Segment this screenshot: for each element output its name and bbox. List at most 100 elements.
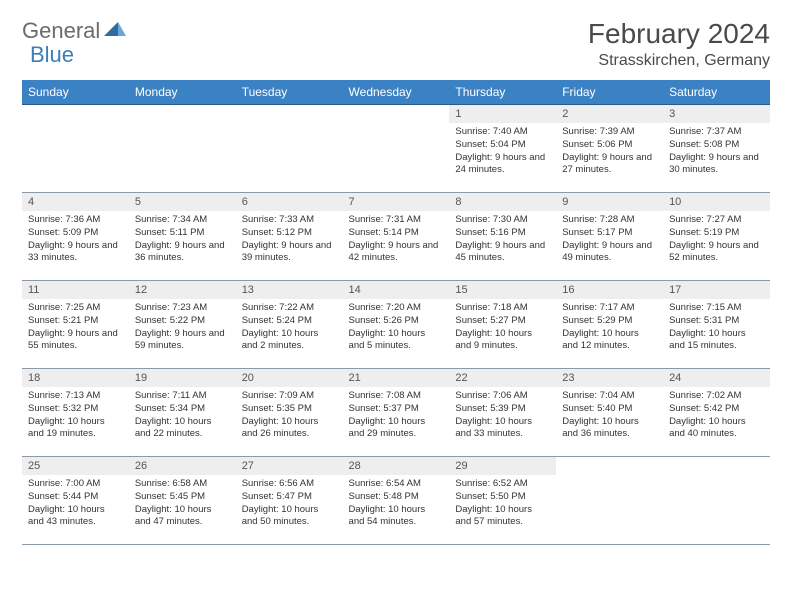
title-block: February 2024 Strasskirchen, Germany [588,18,770,70]
day-number: 4 [22,193,129,211]
day-details: Sunrise: 7:22 AMSunset: 5:24 PMDaylight:… [236,299,343,357]
calendar-week-row: 18Sunrise: 7:13 AMSunset: 5:32 PMDayligh… [22,369,770,457]
calendar-header-row: SundayMondayTuesdayWednesdayThursdayFrid… [22,80,770,105]
calendar-day-cell: 12Sunrise: 7:23 AMSunset: 5:22 PMDayligh… [129,281,236,369]
calendar-day-cell: 28Sunrise: 6:54 AMSunset: 5:48 PMDayligh… [343,457,450,545]
day-details: Sunrise: 7:00 AMSunset: 5:44 PMDaylight:… [22,475,129,533]
day-details: Sunrise: 7:40 AMSunset: 5:04 PMDaylight:… [449,123,556,181]
weekday-header: Thursday [449,80,556,105]
calendar-day-cell: 4Sunrise: 7:36 AMSunset: 5:09 PMDaylight… [22,193,129,281]
calendar-week-row: 11Sunrise: 7:25 AMSunset: 5:21 PMDayligh… [22,281,770,369]
day-details: Sunrise: 7:09 AMSunset: 5:35 PMDaylight:… [236,387,343,445]
triangle-icon [104,20,126,43]
calendar-day-cell: 15Sunrise: 7:18 AMSunset: 5:27 PMDayligh… [449,281,556,369]
calendar-week-row: 4Sunrise: 7:36 AMSunset: 5:09 PMDaylight… [22,193,770,281]
weekday-header: Monday [129,80,236,105]
calendar-body: ........1Sunrise: 7:40 AMSunset: 5:04 PM… [22,105,770,545]
calendar-day-cell: 14Sunrise: 7:20 AMSunset: 5:26 PMDayligh… [343,281,450,369]
calendar-day-cell: 26Sunrise: 6:58 AMSunset: 5:45 PMDayligh… [129,457,236,545]
header: General February 2024 Strasskirchen, Ger… [22,18,770,70]
calendar-table: SundayMondayTuesdayWednesdayThursdayFrid… [22,80,770,545]
calendar-day-cell: 22Sunrise: 7:06 AMSunset: 5:39 PMDayligh… [449,369,556,457]
day-details: Sunrise: 6:54 AMSunset: 5:48 PMDaylight:… [343,475,450,533]
calendar-day-cell: 9Sunrise: 7:28 AMSunset: 5:17 PMDaylight… [556,193,663,281]
day-details: Sunrise: 7:23 AMSunset: 5:22 PMDaylight:… [129,299,236,357]
calendar-day-cell: 13Sunrise: 7:22 AMSunset: 5:24 PMDayligh… [236,281,343,369]
day-details: Sunrise: 7:30 AMSunset: 5:16 PMDaylight:… [449,211,556,269]
day-details: Sunrise: 7:11 AMSunset: 5:34 PMDaylight:… [129,387,236,445]
day-details: Sunrise: 7:04 AMSunset: 5:40 PMDaylight:… [556,387,663,445]
calendar-day-cell: 2Sunrise: 7:39 AMSunset: 5:06 PMDaylight… [556,105,663,193]
day-number: 19 [129,369,236,387]
logo: General [22,18,128,44]
day-details: Sunrise: 7:36 AMSunset: 5:09 PMDaylight:… [22,211,129,269]
day-details: Sunrise: 7:27 AMSunset: 5:19 PMDaylight:… [663,211,770,269]
day-details: Sunrise: 6:56 AMSunset: 5:47 PMDaylight:… [236,475,343,533]
logo-text-blue: Blue [30,42,74,67]
calendar-day-cell: 3Sunrise: 7:37 AMSunset: 5:08 PMDaylight… [663,105,770,193]
calendar-week-row: 25Sunrise: 7:00 AMSunset: 5:44 PMDayligh… [22,457,770,545]
day-details: Sunrise: 7:06 AMSunset: 5:39 PMDaylight:… [449,387,556,445]
day-number: 12 [129,281,236,299]
calendar-day-cell: 23Sunrise: 7:04 AMSunset: 5:40 PMDayligh… [556,369,663,457]
calendar-day-cell: 25Sunrise: 7:00 AMSunset: 5:44 PMDayligh… [22,457,129,545]
day-number: 18 [22,369,129,387]
calendar-day-cell: 11Sunrise: 7:25 AMSunset: 5:21 PMDayligh… [22,281,129,369]
calendar-day-cell: 6Sunrise: 7:33 AMSunset: 5:12 PMDaylight… [236,193,343,281]
day-number: 16 [556,281,663,299]
day-details: Sunrise: 6:52 AMSunset: 5:50 PMDaylight:… [449,475,556,533]
day-number: 24 [663,369,770,387]
day-details: Sunrise: 7:39 AMSunset: 5:06 PMDaylight:… [556,123,663,181]
day-number: 14 [343,281,450,299]
day-details: Sunrise: 7:08 AMSunset: 5:37 PMDaylight:… [343,387,450,445]
day-number: 17 [663,281,770,299]
day-details: Sunrise: 7:33 AMSunset: 5:12 PMDaylight:… [236,211,343,269]
calendar-day-cell: 29Sunrise: 6:52 AMSunset: 5:50 PMDayligh… [449,457,556,545]
calendar-day-cell: .. [663,457,770,545]
weekday-header: Tuesday [236,80,343,105]
day-number: 8 [449,193,556,211]
calendar-day-cell: .. [236,105,343,193]
weekday-header: Sunday [22,80,129,105]
day-details: Sunrise: 7:18 AMSunset: 5:27 PMDaylight:… [449,299,556,357]
day-number: 21 [343,369,450,387]
logo-text-blue-wrap: Blue [30,42,74,68]
day-number: 7 [343,193,450,211]
day-number: 23 [556,369,663,387]
day-number: 22 [449,369,556,387]
day-details: Sunrise: 7:28 AMSunset: 5:17 PMDaylight:… [556,211,663,269]
day-number: 1 [449,105,556,123]
calendar-day-cell: 21Sunrise: 7:08 AMSunset: 5:37 PMDayligh… [343,369,450,457]
day-details: Sunrise: 7:34 AMSunset: 5:11 PMDaylight:… [129,211,236,269]
day-number: 2 [556,105,663,123]
month-title: February 2024 [588,18,770,50]
calendar-day-cell: 5Sunrise: 7:34 AMSunset: 5:11 PMDaylight… [129,193,236,281]
day-number: 15 [449,281,556,299]
day-number: 26 [129,457,236,475]
day-details: Sunrise: 7:17 AMSunset: 5:29 PMDaylight:… [556,299,663,357]
day-number: 5 [129,193,236,211]
day-number: 25 [22,457,129,475]
day-number: 27 [236,457,343,475]
weekday-header: Wednesday [343,80,450,105]
day-details: Sunrise: 7:15 AMSunset: 5:31 PMDaylight:… [663,299,770,357]
day-details: Sunrise: 7:37 AMSunset: 5:08 PMDaylight:… [663,123,770,181]
calendar-day-cell: .. [343,105,450,193]
calendar-day-cell: 8Sunrise: 7:30 AMSunset: 5:16 PMDaylight… [449,193,556,281]
calendar-week-row: ........1Sunrise: 7:40 AMSunset: 5:04 PM… [22,105,770,193]
calendar-day-cell: .. [129,105,236,193]
day-details: Sunrise: 7:13 AMSunset: 5:32 PMDaylight:… [22,387,129,445]
day-number: 28 [343,457,450,475]
calendar-day-cell: 16Sunrise: 7:17 AMSunset: 5:29 PMDayligh… [556,281,663,369]
day-number: 6 [236,193,343,211]
day-details: Sunrise: 7:02 AMSunset: 5:42 PMDaylight:… [663,387,770,445]
day-number: 10 [663,193,770,211]
day-details: Sunrise: 7:25 AMSunset: 5:21 PMDaylight:… [22,299,129,357]
day-number: 20 [236,369,343,387]
day-number: 11 [22,281,129,299]
day-number: 9 [556,193,663,211]
calendar-day-cell: .. [22,105,129,193]
day-details: Sunrise: 6:58 AMSunset: 5:45 PMDaylight:… [129,475,236,533]
weekday-header: Friday [556,80,663,105]
day-number: 29 [449,457,556,475]
